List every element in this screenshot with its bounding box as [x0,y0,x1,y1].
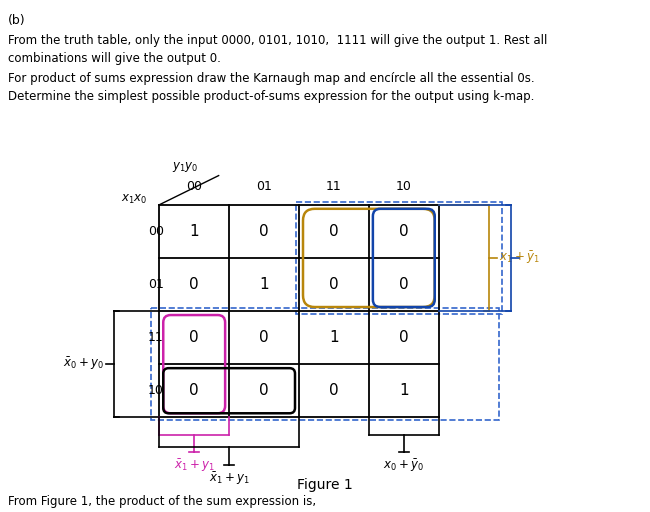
Text: $\bar{x}_0 + y_0$: $\bar{x}_0 + y_0$ [63,356,104,372]
Text: 0: 0 [329,277,339,292]
Text: 01: 01 [148,278,164,291]
Text: combinations will give the output 0.: combinations will give the output 0. [8,52,221,65]
Text: 0: 0 [399,330,409,345]
Text: 1: 1 [189,224,199,239]
Text: 0: 0 [329,383,339,398]
Text: 0: 0 [259,383,269,398]
Text: 0: 0 [259,330,269,345]
Text: (b): (b) [8,14,25,27]
Text: 00: 00 [186,180,202,193]
Text: 01: 01 [256,180,272,193]
Text: Determine the simplest possible product-of-sums expression for the output using : Determine the simplest possible product-… [8,90,534,103]
Text: From the truth table, only the input 0000, 0101, 1010,  1111 will give the outpu: From the truth table, only the input 000… [8,34,547,47]
Text: $x_1 + \bar{y}_1$: $x_1 + \bar{y}_1$ [499,250,540,266]
Text: 0: 0 [189,383,199,398]
Text: $x_0 + \bar{y}_0$: $x_0 + \bar{y}_0$ [384,457,424,474]
Text: 0: 0 [259,224,269,239]
Text: For product of sums expression draw the Karnaugh map and encírcle all the essent: For product of sums expression draw the … [8,72,534,85]
Text: 11: 11 [148,331,164,344]
Text: $\bar{x}_1 + y_1$: $\bar{x}_1 + y_1$ [209,471,250,487]
Text: $y_1y_0$: $y_1y_0$ [172,160,198,174]
Text: 10: 10 [396,180,411,193]
Bar [296,202,502,314]
Text: Figure 1: Figure 1 [297,478,353,492]
Text: 1: 1 [399,383,409,398]
Text: 0: 0 [399,277,409,292]
Text: $\bar{x}_1 + y_1$: $\bar{x}_1 + y_1$ [174,457,214,474]
Bar [151,308,499,420]
Text: 10: 10 [148,384,164,397]
Text: 0: 0 [189,277,199,292]
Text: 0: 0 [329,224,339,239]
Text: 0: 0 [189,330,199,345]
Text: $x_1x_0$: $x_1x_0$ [121,193,148,206]
Text: 1: 1 [259,277,269,292]
Text: 11: 11 [326,180,342,193]
Text: 1: 1 [329,330,339,345]
Text: From Figure 1, the product of the sum expression is,: From Figure 1, the product of the sum ex… [8,495,316,508]
Text: 0: 0 [399,224,409,239]
Text: 00: 00 [148,225,164,238]
